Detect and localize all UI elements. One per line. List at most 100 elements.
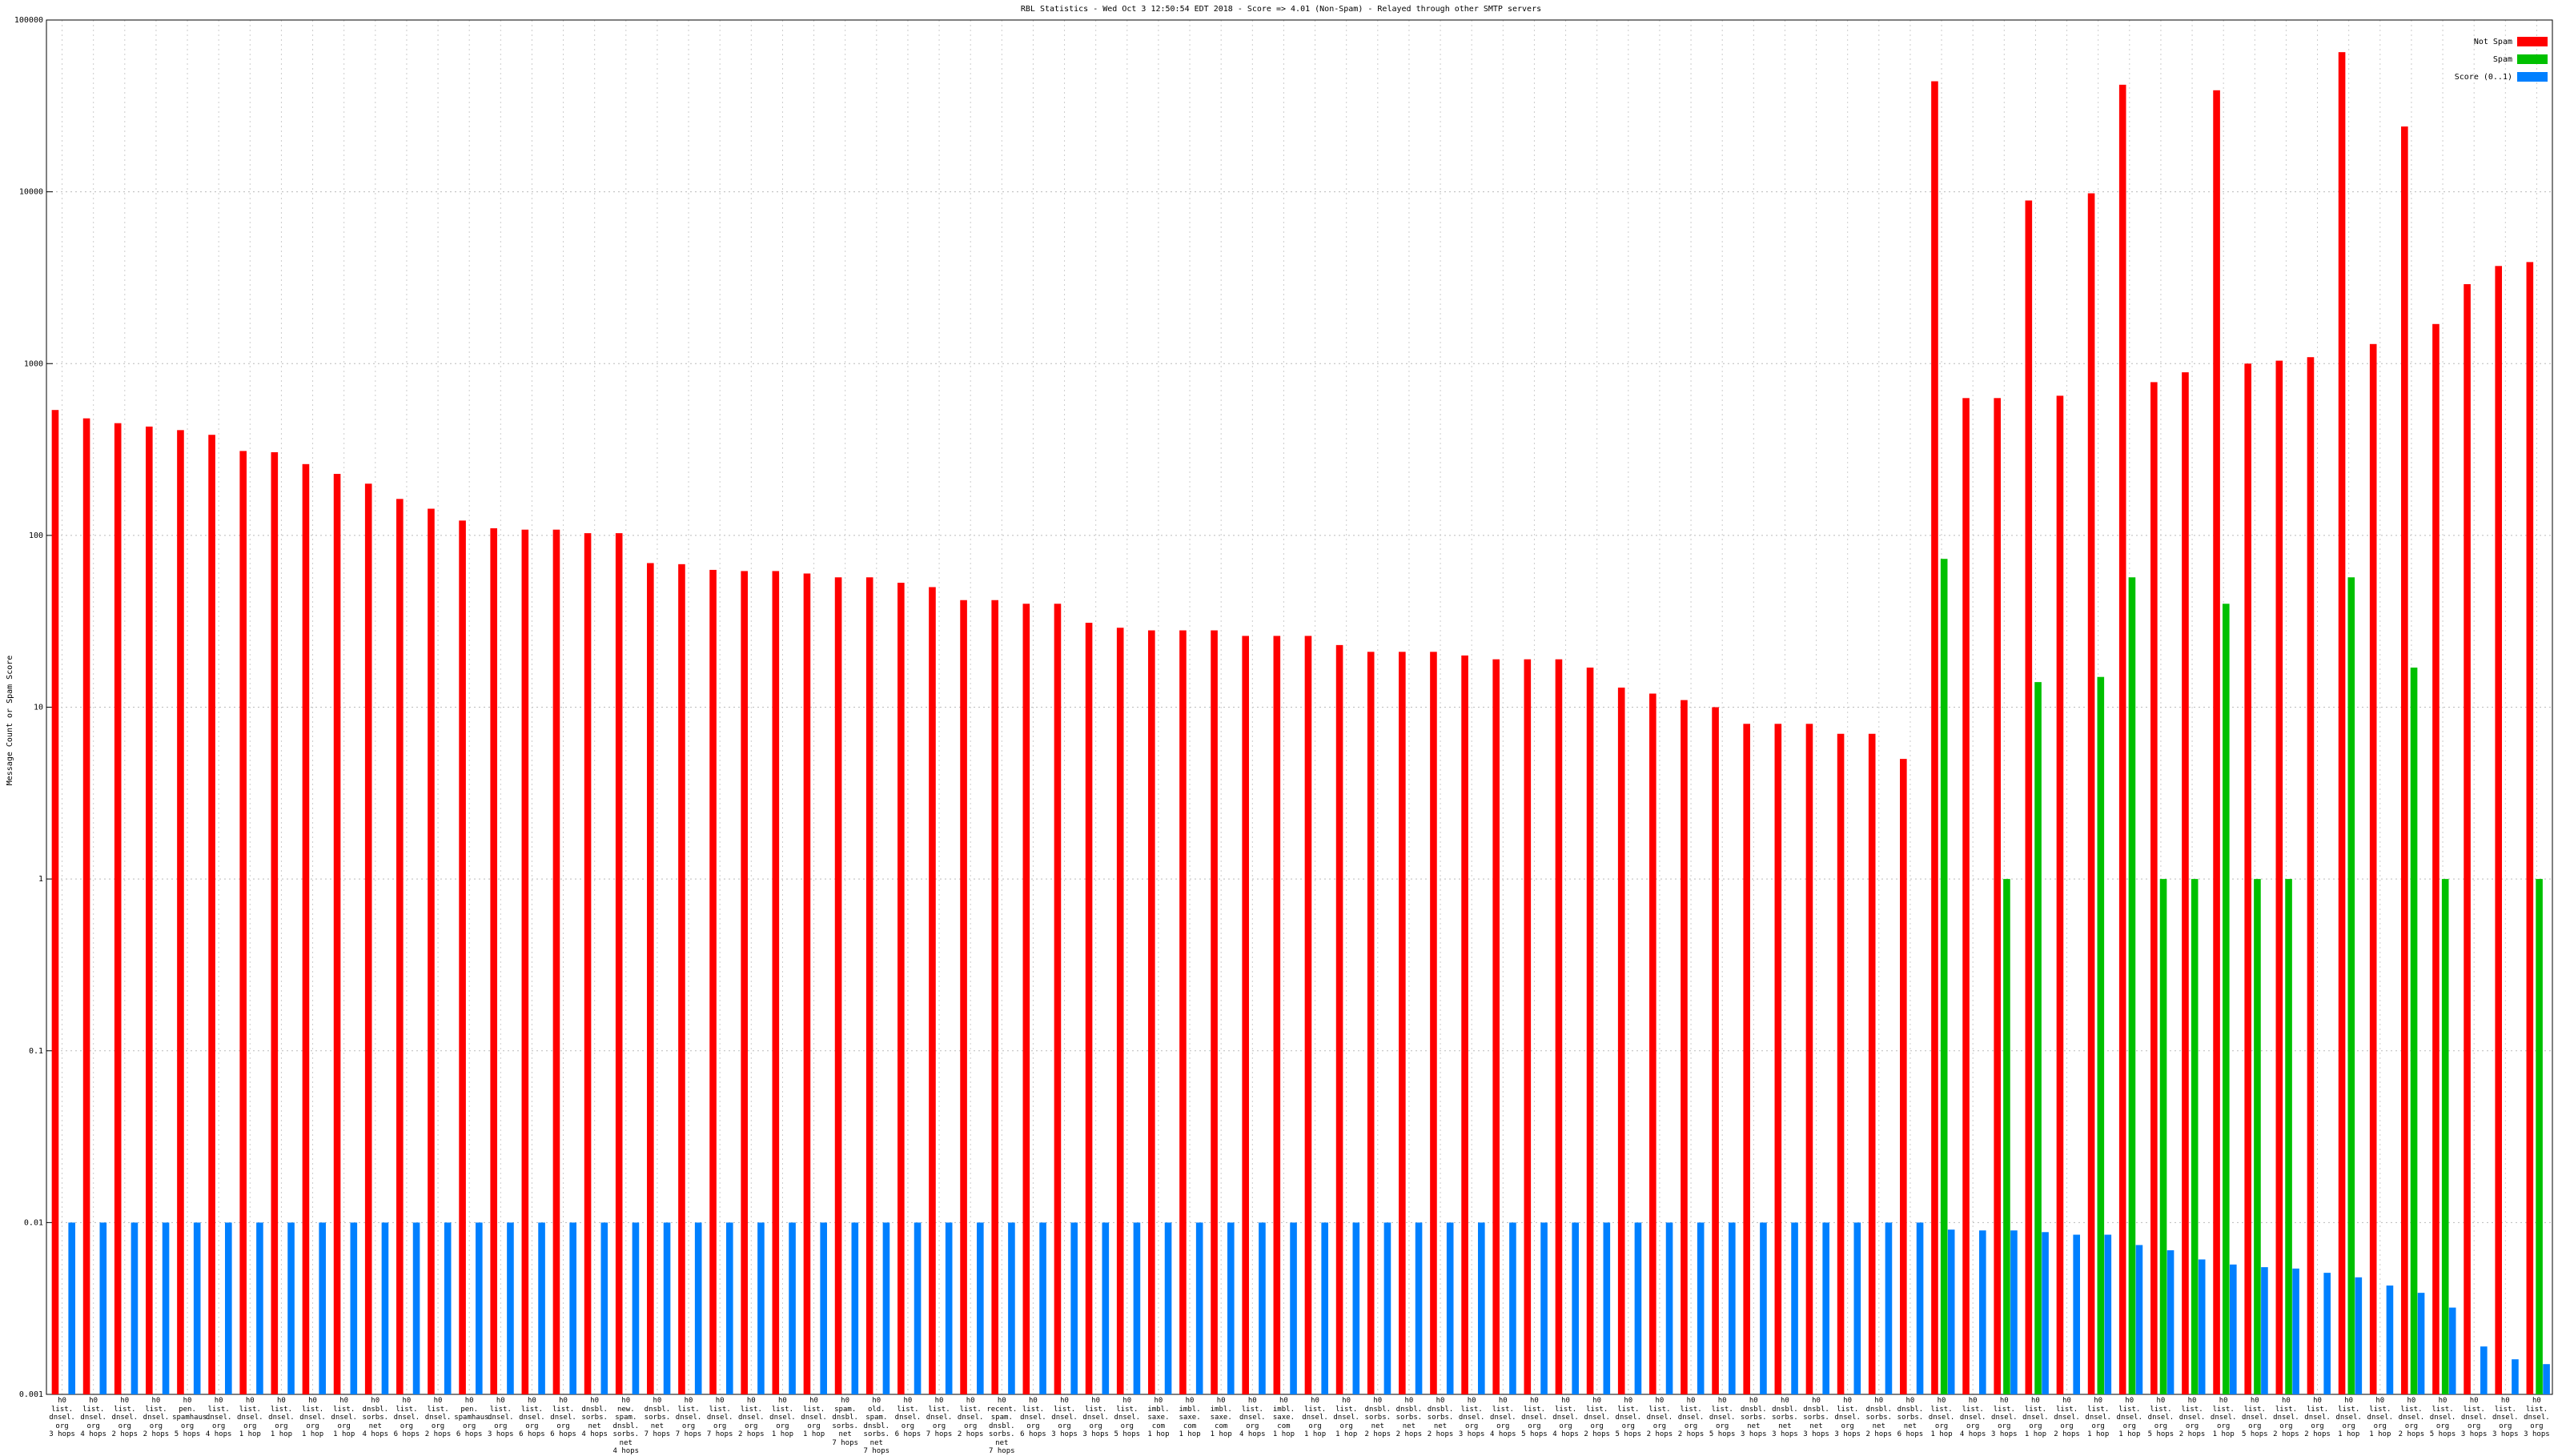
x-tick-label: h0 list. dnsel. org 5 hops [1615,1397,1642,1438]
x-tick-label: h0 list. dnsel. org 4 hops [1552,1397,1579,1438]
x-tick-label: h0 dnsbl. sorbs. net 7 hops [644,1397,671,1438]
bar [1022,604,1030,1394]
bar [1383,1222,1391,1394]
bar [772,571,780,1395]
bar [2526,262,2534,1394]
x-tick-label: h0 list. dnsel. org 1 hop [268,1397,295,1438]
bar [412,1222,420,1394]
bar [647,563,654,1394]
x-tick-label: h0 dnsbl. sorbs. net 4 hops [362,1397,389,1438]
x-tick-label: h0 list. dnsel. org 1 hop [299,1397,326,1438]
bar [225,1222,232,1394]
bar [1211,630,1218,1394]
bar [1492,659,1500,1394]
bar [1822,1222,1829,1394]
chart-title: RBL Statistics - Wed Oct 3 12:50:54 EDT … [1021,5,1541,14]
bar [1617,688,1625,1394]
x-tick-label: h0 list. dnsel. org 2 hops [1677,1397,1705,1438]
bar [2464,284,2471,1395]
x-tick-label: h0 list. dnsel. org 3 hops [49,1397,75,1438]
x-tick-label: h0 list. dnsel. org 1 hop [2367,1397,2394,1438]
bar [2495,266,2503,1395]
y-tick-label: 100000 [14,16,43,25]
bar [2441,879,2449,1394]
bar [2159,879,2167,1394]
x-tick-label: h0 list. dnsel. org 1 hop [1302,1397,1328,1438]
bar [350,1222,358,1394]
bar [1399,652,1406,1394]
bar [1085,623,1093,1394]
bar [1148,630,1155,1394]
x-tick-label: h0 dnsbl. sorbs. net 2 hops [1865,1397,1893,1438]
x-tick-label: h0 list. dnsel. org 3 hops [1834,1397,1861,1438]
x-tick-label: h0 list. dnsel. org 1 hop [769,1397,796,1438]
bar [584,533,592,1394]
bar [2347,577,2355,1394]
x-tick-label: h0 dnsbl. sorbs. net 2 hops [1395,1397,1423,1438]
bar [1853,1222,1861,1394]
x-tick-label: h0 dnsbl. sorbs. net 2 hops [1364,1397,1391,1438]
x-tick-label: h0 list. dnsel. org 7 hops [926,1397,953,1438]
x-tick-label: h0 imbl. saxe. com 1 hop [1272,1397,1295,1438]
bar [1446,1222,1454,1394]
bar [333,474,341,1394]
bar [2401,126,2408,1394]
bar [1940,559,1948,1394]
bar [569,1222,576,1394]
x-tick-label: h0 dnsbl. sorbs. net 3 hops [1741,1397,1767,1438]
bar [2410,668,2418,1394]
bar [2448,1307,2456,1394]
bar [1461,655,1468,1394]
bar [51,410,59,1394]
bar [865,577,873,1394]
bar [2034,682,2042,1394]
x-tick-label: h0 list. dnsel. org 2 hops [2304,1397,2331,1438]
x-tick-label: h0 list. dnsel. org 1 hop [2210,1397,2237,1438]
bar [1133,1222,1141,1394]
x-tick-label: h0 list. dnsel. org 2 hops [1584,1397,1610,1438]
bar [2244,363,2252,1394]
bar [2166,1249,2174,1394]
x-tick-label: h0 list. dnsel. org 3 hops [1051,1397,1078,1438]
bar [82,418,90,1394]
x-tick-label: h0 list. dnsel. org 6 hops [519,1397,545,1438]
legend-label: Not Spam [2474,38,2512,46]
bar [1054,604,1062,1394]
x-tick-label: h0 list. dnsel. org 1 hop [801,1397,827,1438]
bar [2003,879,2010,1394]
bar [1586,668,1594,1394]
y-tick-label: 1 [38,875,43,884]
bar [2097,676,2105,1394]
x-tick-label: h0 list. dnsel. org 2 hops [2398,1397,2425,1438]
bar [600,1222,608,1394]
x-tick-label: h0 list. dnsel. org 5 hops [2147,1397,2174,1438]
x-tick-label: h0 imbl. saxe. com 1 hop [1179,1397,1201,1438]
x-tick-label: h0 list. dnsel. org 1 hop [1333,1397,1359,1438]
x-tick-label: h0 list. dnsel. org 5 hops [1114,1397,1141,1438]
bar [538,1222,545,1394]
y-tick-label: 0.1 [29,1047,43,1056]
bar [507,1222,514,1394]
legend-label: Spam [2493,55,2512,64]
bar [1164,1222,1172,1394]
x-tick-label: h0 list. dnsel. org 1 hop [2022,1397,2049,1438]
bar [1367,652,1375,1394]
bar [428,508,435,1394]
bar [991,600,999,1394]
bar [2338,52,2346,1395]
x-tick-label: h0 list. dnsel. org 2 hops [2179,1397,2206,1438]
bar [726,1222,733,1394]
x-tick-label: h0 pen. spamhaus. org 6 hops [454,1397,493,1438]
x-tick-label: h0 list. dnsel. org 2 hops [957,1397,984,1438]
x-tick-label: h0 list. dnsel. org 1 hop [237,1397,263,1438]
bar [1649,693,1656,1394]
x-tick-label: h0 list. dnsel. org 4 hops [1959,1397,1986,1438]
bar [2285,879,2292,1394]
bar [319,1222,326,1394]
bar [632,1222,640,1394]
bar [2292,1268,2299,1394]
bar [1335,644,1343,1394]
legend-label: Score (0..1) [2455,73,2512,82]
